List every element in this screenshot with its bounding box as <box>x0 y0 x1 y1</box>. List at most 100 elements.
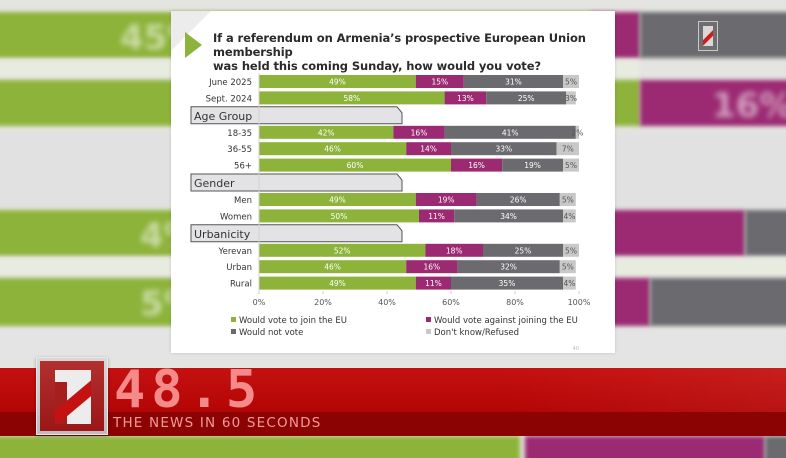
legend-label: Would not vote <box>239 328 303 338</box>
bar-data-label: 42% <box>318 128 335 137</box>
bar-data-label: 19% <box>438 196 455 205</box>
bar-data-label: 5% <box>565 78 577 87</box>
bar-data-label: 35% <box>499 279 516 288</box>
row-label: 18-35 <box>227 129 252 139</box>
bar-data-label: 60% <box>347 161 364 170</box>
x-tick-label: 60% <box>442 298 460 307</box>
section-header-label: Age Group <box>194 110 252 123</box>
bar-data-label: 46% <box>324 263 341 272</box>
bar-data-label: 5% <box>565 161 577 170</box>
bar-data-label: 4% <box>563 279 575 288</box>
bar-data-label: 16% <box>468 161 485 170</box>
bar-data-label: 41% <box>502 128 519 137</box>
row-label: June 2025 <box>208 78 252 88</box>
bar-segment-dont-know <box>566 91 576 105</box>
bar-segment-join <box>259 91 445 105</box>
legend-swatch <box>231 329 236 334</box>
bar-segment-join <box>259 142 407 156</box>
ticker-tagline: THE NEWS IN 60 SECONDS <box>113 415 322 431</box>
bar-data-label: 14% <box>420 145 437 154</box>
bar-segment-dont-know <box>563 75 579 88</box>
x-tick-label: 80% <box>506 298 524 307</box>
bar-data-label: 52% <box>334 246 351 255</box>
bar-data-label: 26% <box>510 196 527 205</box>
section-header-tab <box>190 173 403 192</box>
legend-label: Don't know/Refused <box>434 328 519 338</box>
bar-segment-dont-know <box>563 209 576 223</box>
bg-bar-notvote-3 <box>745 210 786 256</box>
bar-segment-not-vote <box>476 193 560 206</box>
bar-data-label: 16% <box>411 128 428 137</box>
row-label: Rural <box>230 280 252 290</box>
bg-label: 16% <box>712 86 786 126</box>
legend-swatch <box>426 317 431 322</box>
x-tick-label: 0% <box>253 298 266 307</box>
bar-segment-against <box>415 276 451 290</box>
survey-slide: If a referendum on Armenia’s prospective… <box>171 11 615 353</box>
row-label: 36-55 <box>227 145 252 155</box>
bar-segment-against <box>393 125 445 139</box>
bar-data-label: 34% <box>500 212 517 221</box>
row-label: 56+ <box>234 162 252 172</box>
row-label: Yerevan <box>218 247 252 257</box>
bar-segment-not-vote <box>444 125 576 139</box>
bar-data-label: 31% <box>505 78 522 87</box>
bar-segment-join <box>259 276 416 290</box>
bar-data-label: 50% <box>331 212 348 221</box>
bar-data-label: 49% <box>329 196 346 205</box>
page-number: 40 <box>573 346 579 352</box>
bar-data-label: 5% <box>565 246 577 255</box>
section-header-tab <box>190 106 403 125</box>
bar-segment-dont-know <box>563 158 579 172</box>
bar-data-label: 58% <box>343 94 360 103</box>
bar-data-label: 32% <box>500 263 517 272</box>
row-label: Women <box>220 212 252 222</box>
row-label: Urban <box>226 263 252 273</box>
bar-data-label: 5% <box>562 263 574 272</box>
bar-data-label: 46% <box>324 145 341 154</box>
section-header-tab <box>190 224 403 243</box>
section-header-label: Gender <box>194 177 235 190</box>
channel-one-logo-icon <box>36 357 108 435</box>
ticker-lower-strip <box>0 412 786 436</box>
bar-data-label: 25% <box>515 246 532 255</box>
bar-segment-against <box>444 91 487 105</box>
bg-bar-notvote-4 <box>650 278 786 326</box>
bar-data-label: 18% <box>446 246 463 255</box>
bg-bar-bottom-join <box>0 436 520 458</box>
row-label: Sept. 2024 <box>206 94 252 104</box>
legend-swatch <box>426 329 431 334</box>
ticker-number: 48.5 <box>114 360 264 420</box>
bar-data-label: 5% <box>562 196 574 205</box>
slide-title-line1: If a referendum on Armenia’s prospective… <box>213 31 586 59</box>
section-header-label: Urbanicity <box>194 228 251 241</box>
bar-segment-against <box>419 209 455 223</box>
bg-bar-against-3 <box>610 210 745 256</box>
bar-segment-join <box>259 158 451 172</box>
x-tick-label: 20% <box>314 298 332 307</box>
bar-data-label: 2% <box>571 128 583 137</box>
row-label: Men <box>234 196 252 206</box>
bar-data-label: 49% <box>329 279 346 288</box>
bar-segment-not-vote <box>457 260 560 274</box>
bar-segment-not-vote <box>454 209 563 223</box>
slide-title: If a referendum on Armenia’s prospective… <box>213 31 603 73</box>
bar-data-label: 11% <box>428 212 445 221</box>
bar-segment-not-vote <box>486 91 567 105</box>
bg-bar-bottom-against <box>525 436 765 458</box>
play-arrow-icon <box>185 32 202 58</box>
bar-segment-join <box>259 209 419 223</box>
bar-data-label: 3% <box>565 94 577 103</box>
bar-segment-against <box>451 158 503 172</box>
channel-logo-icon <box>698 21 718 51</box>
bar-segment-join <box>259 260 407 274</box>
legend-label: Would vote to join the EU <box>239 316 347 326</box>
bar-data-label: 49% <box>329 78 346 87</box>
bar-segment-join <box>259 75 416 88</box>
bar-segment-against <box>406 142 451 156</box>
slide-title-line2: was held this coming Sunday, how would y… <box>213 59 541 73</box>
bar-data-label: 7% <box>562 145 574 154</box>
bar-segment-dont-know <box>563 243 579 257</box>
bar-segment-dont-know <box>575 125 579 139</box>
